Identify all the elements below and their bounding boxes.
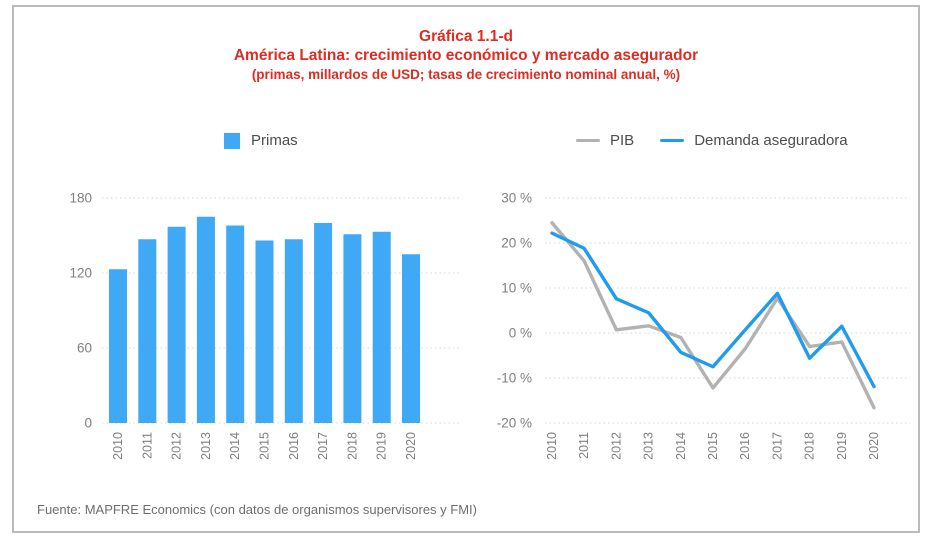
- svg-text:2019: 2019: [835, 432, 849, 460]
- svg-text:2016: 2016: [287, 432, 301, 460]
- growth-line-chart: 30 % 20 % 10 % 0 % -10 % -20 % 2010 2011 2012 201…: [497, 191, 910, 460]
- svg-text:2020: 2020: [867, 432, 881, 460]
- pib-line-swatch-icon: [576, 138, 600, 143]
- demanda-line-swatch-icon: [660, 138, 685, 143]
- primas-swatch-icon: [224, 132, 240, 149]
- svg-text:180: 180: [69, 191, 92, 206]
- svg-text:2017: 2017: [770, 432, 784, 460]
- primas-legend: Primas: [224, 132, 298, 149]
- svg-text:2017: 2017: [316, 432, 330, 460]
- svg-text:2018: 2018: [345, 432, 359, 460]
- chart-header: Gráfica 1.1-d América Latina: crecimient…: [14, 7, 918, 84]
- svg-text:2010: 2010: [545, 432, 559, 460]
- chart-units-note: (primas, millardos de USD; tasas de crec…: [251, 67, 681, 82]
- chart-title: América Latina: crecimiento económico y …: [233, 47, 699, 64]
- svg-text:2012: 2012: [609, 432, 623, 460]
- lines-legend: PIB Demanda aseguradora: [576, 132, 848, 149]
- svg-text:60: 60: [77, 341, 92, 356]
- svg-text:2013: 2013: [642, 432, 656, 460]
- svg-text:2011: 2011: [140, 432, 154, 459]
- svg-text:2013: 2013: [199, 432, 213, 460]
- svg-text:2010: 2010: [111, 432, 125, 460]
- svg-text:30 %: 30 %: [501, 191, 532, 206]
- chart-card: Gráfica 1.1-d América Latina: crecimient…: [12, 5, 920, 533]
- svg-text:2012: 2012: [170, 432, 184, 460]
- svg-text:2020: 2020: [404, 432, 418, 460]
- svg-text:-20 %: -20 %: [497, 416, 532, 431]
- svg-text:2018: 2018: [803, 432, 817, 460]
- svg-text:2016: 2016: [738, 432, 752, 460]
- demanda-legend-label: Demanda aseguradora: [694, 132, 848, 149]
- svg-text:0: 0: [84, 416, 92, 431]
- svg-text:2015: 2015: [706, 432, 720, 460]
- svg-text:120: 120: [69, 266, 92, 281]
- chart-number: Gráfica 1.1-d: [419, 28, 513, 45]
- svg-text:2019: 2019: [375, 432, 389, 460]
- svg-text:-10 %: -10 %: [497, 371, 532, 386]
- svg-text:10 %: 10 %: [501, 281, 532, 296]
- svg-text:2011: 2011: [577, 432, 591, 459]
- chart-footer: Fuente: MAPFRE Economics (con datos de o…: [37, 502, 477, 517]
- svg-text:2015: 2015: [258, 432, 272, 460]
- svg-text:2014: 2014: [228, 432, 242, 460]
- primas-legend-label: Primas: [251, 132, 298, 149]
- source-note: Fuente: MAPFRE Economics (con datos de o…: [37, 502, 477, 517]
- pib-legend-label: PIB: [610, 132, 635, 149]
- svg-text:0 %: 0 %: [509, 326, 532, 341]
- svg-text:2014: 2014: [674, 432, 688, 460]
- svg-text:20 %: 20 %: [501, 236, 532, 251]
- primas-bar-chart: 180 120 60 0 2010 2011 2012 2013 2014 2015 2016 201…: [69, 191, 462, 460]
